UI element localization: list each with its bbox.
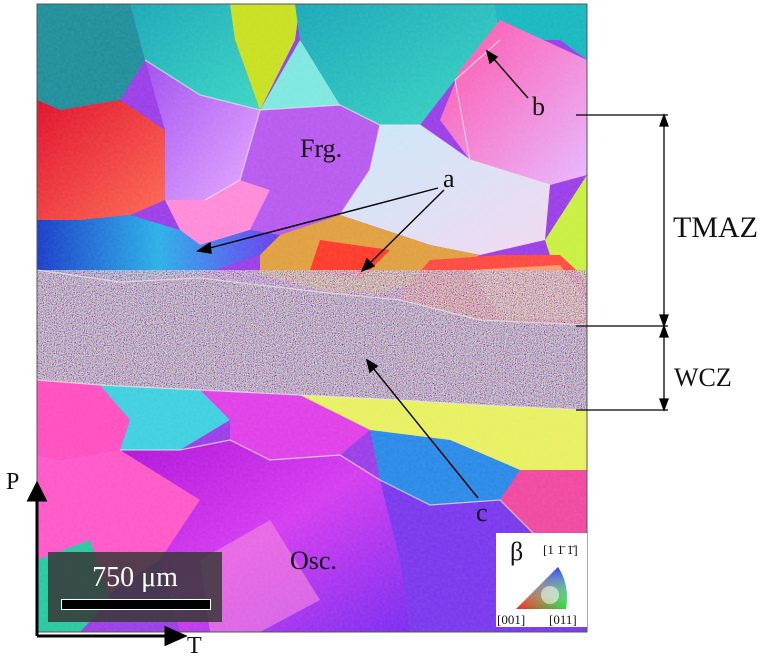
legend-phase: β xyxy=(510,537,524,566)
axis-label-t: T xyxy=(187,633,202,659)
label-wcz: WCZ xyxy=(674,363,732,392)
label-a: a xyxy=(443,164,455,193)
label-tmaz: TMAZ xyxy=(673,211,758,244)
map-frame xyxy=(36,3,588,633)
arrow-c xyxy=(372,367,479,499)
arrow-a-left xyxy=(205,187,439,250)
axis-t-arrowhead xyxy=(164,625,188,647)
scale-bar xyxy=(61,599,211,610)
axis-p-arrowhead xyxy=(26,480,48,502)
arrowhead-b xyxy=(485,49,499,65)
axes xyxy=(26,480,188,647)
ipf-triangle xyxy=(516,567,567,609)
label-c: c xyxy=(476,498,488,527)
scale-bar-label: 750 μm xyxy=(92,562,178,593)
arrowhead-a-right xyxy=(360,257,376,273)
axis-label-p: P xyxy=(6,469,20,495)
arrowhead-a-left xyxy=(196,241,212,254)
label-b: b xyxy=(532,92,545,121)
legend-bottom-right-direction: [011] xyxy=(549,612,577,627)
arrow-a-right xyxy=(367,189,445,266)
ipf-legend: β [1 1̄ 1̄] [001] [011] xyxy=(496,533,587,627)
label-frg: Frg. xyxy=(300,134,343,163)
scale-bar-panel: 750 μm xyxy=(48,552,222,622)
arrowhead-c xyxy=(365,358,379,374)
zone-brackets xyxy=(576,113,669,412)
legend-top-direction: [1 1̄ 1̄] xyxy=(543,542,578,557)
arrow-b xyxy=(492,57,529,99)
ipf-triangle-overlay xyxy=(516,567,567,609)
legend-bottom-left-direction: [001] xyxy=(497,612,526,627)
annotation-arrows xyxy=(196,49,529,499)
label-osc: Osc. xyxy=(290,546,337,575)
